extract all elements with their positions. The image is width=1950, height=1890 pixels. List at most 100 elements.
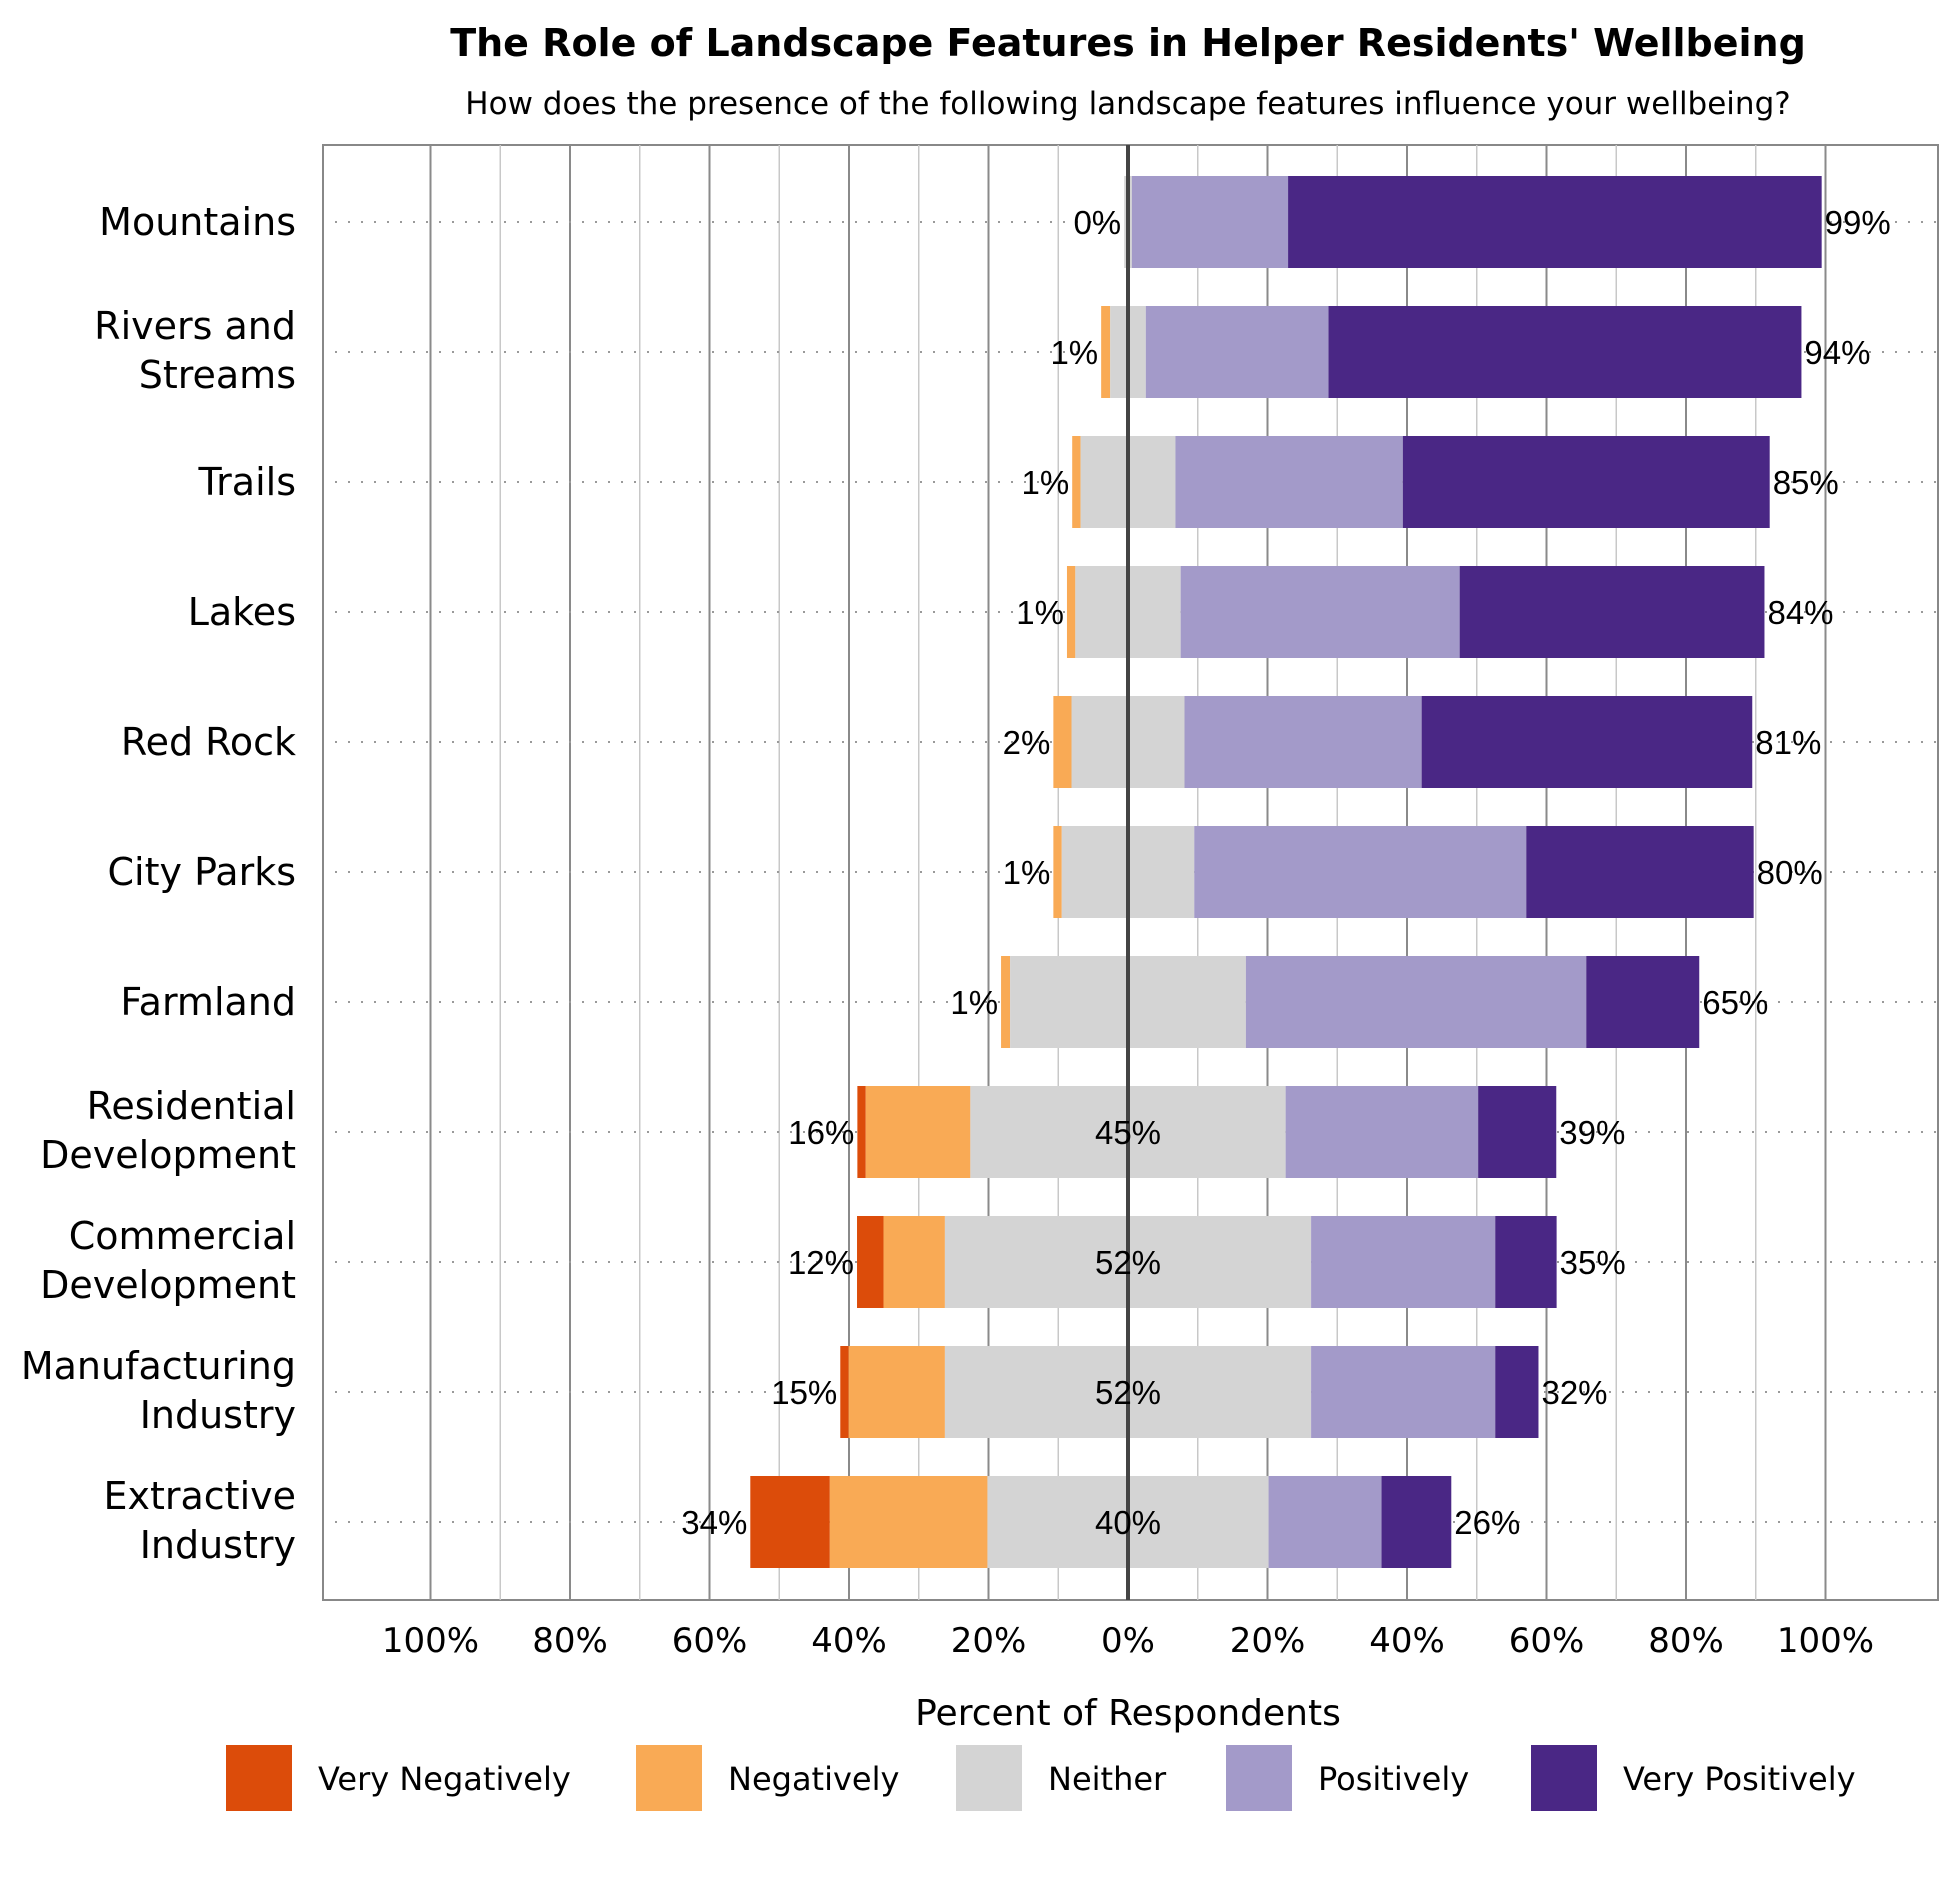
bar-positively [1285,1086,1479,1178]
category-label: Industry [140,1393,296,1437]
value-label-neutral: 52% [1095,1374,1161,1411]
legend-label: Very Positively [1623,1760,1856,1798]
value-label-negative: 1% [1021,464,1069,501]
bar-very-positively [1526,826,1754,918]
legend-label: Positively [1318,1760,1469,1798]
bar-very-positively [1381,1476,1452,1568]
value-label-negative: 34% [681,1504,747,1541]
x-tick-label: 40% [811,1621,887,1661]
bar-negatively [829,1476,988,1568]
bar-negatively [848,1346,945,1438]
value-label-negative: 1% [1050,334,1098,371]
legend-swatch [636,1745,702,1811]
bar-very-negatively [857,1216,884,1308]
category-label: Manufacturing [21,1344,296,1388]
bar-positively [1180,566,1460,658]
value-label-negative: 15% [771,1374,837,1411]
x-tick-label: 40% [1369,1621,1445,1661]
x-tick-label: 60% [1509,1621,1585,1661]
x-tick-label: 80% [532,1621,608,1661]
bar-very-positively [1495,1216,1557,1308]
value-label-neutral: 52% [1095,1244,1161,1281]
x-tick-label: 0% [1101,1621,1155,1661]
bar-positively [1175,436,1403,528]
chart-subtitle: How does the presence of the following l… [465,86,1790,122]
value-label-positive: 26% [1454,1504,1520,1541]
value-labels: 0% 99% 1% 94% 1% 85% 1% 84% 2% 81% 1% 80% 1% 65% 16% 39… [681,204,1890,1541]
category-label: Commercial [69,1214,296,1258]
legend: Very Negatively Negatively Neither Positive… [226,1745,1856,1811]
bar-very-positively [1586,956,1700,1048]
bar-positively [1245,956,1587,1048]
value-label-positive: 35% [1560,1244,1626,1281]
bar-very-positively [1478,1086,1557,1178]
category-label: Development [40,1133,296,1177]
x-tick-label: 20% [951,1621,1027,1661]
x-axis-ticks: 100% 80% 60% 40% 20% 0% 20% 40% 60% 80% 100% [382,1621,1874,1661]
legend-label: Neither [1048,1760,1167,1798]
legend-label: Very Negatively [318,1760,571,1798]
value-label-negative: 1% [950,984,998,1021]
value-label-positive: 84% [1767,594,1833,631]
bar-very-positively [1495,1346,1539,1438]
value-label-neutral: 40% [1095,1504,1161,1541]
bar-positively [1131,176,1289,268]
bar-very-positively [1328,306,1802,398]
bar-very-positively [1288,176,1822,268]
value-label-positive: 65% [1702,984,1768,1021]
bar-positively [1145,306,1329,398]
bar-positively [1268,1476,1382,1568]
legend-swatch [1226,1745,1292,1811]
bar-very-positively [1459,566,1765,658]
value-label-positive: 85% [1773,464,1839,501]
bar-negatively [1066,566,1076,658]
value-label-positive: 94% [1804,334,1870,371]
legend-swatch [226,1745,292,1811]
bar-positively [1311,1216,1496,1308]
value-label-positive: 99% [1825,204,1891,241]
bar-negatively [1001,956,1011,1048]
category-label: Red Rock [121,720,296,764]
bar-very-positively [1402,436,1770,528]
bar-positively [1184,696,1422,788]
bars [750,145,1822,1600]
value-label-negative: 0% [1073,204,1121,241]
value-label-neutral: 45% [1095,1114,1161,1151]
category-label: Industry [140,1523,296,1567]
value-label-negative: 12% [788,1244,854,1281]
category-label: Streams [139,353,296,397]
bar-negatively [1101,306,1111,398]
value-label-negative: 2% [1003,724,1051,761]
category-label: Development [40,1263,296,1307]
x-tick-label: 80% [1648,1621,1724,1661]
x-tick-label: 20% [1230,1621,1306,1661]
category-label: Rivers and [94,304,296,348]
x-tick-label: 100% [382,1621,479,1661]
value-label-positive: 39% [1559,1114,1625,1151]
bar-negatively [865,1086,971,1178]
bar-very-positively [1421,696,1753,788]
x-tick-label: 100% [1777,1621,1874,1661]
chart-title: The Role of Landscape Features in Helper… [450,21,1806,65]
legend-label: Negatively [728,1760,899,1798]
category-label: Lakes [188,590,296,634]
category-label: Farmland [120,980,296,1024]
value-label-negative: 1% [1003,854,1051,891]
value-label-negative: 1% [1016,594,1064,631]
category-label: Trails [198,460,296,504]
plot-border [322,144,1939,1601]
bar-negatively [1053,826,1062,918]
legend-swatch [1531,1745,1597,1811]
x-tick-label: 60% [672,1621,748,1661]
bar-positively [1311,1346,1496,1438]
bar-very-negatively [840,1346,849,1438]
bar-positively [1194,826,1527,918]
value-label-positive: 81% [1755,724,1821,761]
bar-negatively [1053,696,1072,788]
bar-very-negatively [857,1086,866,1178]
value-label-negative: 16% [788,1114,854,1151]
x-axis-label: Percent of Respondents [915,1693,1341,1734]
bar-negatively [883,1216,945,1308]
category-label: Mountains [99,200,296,244]
